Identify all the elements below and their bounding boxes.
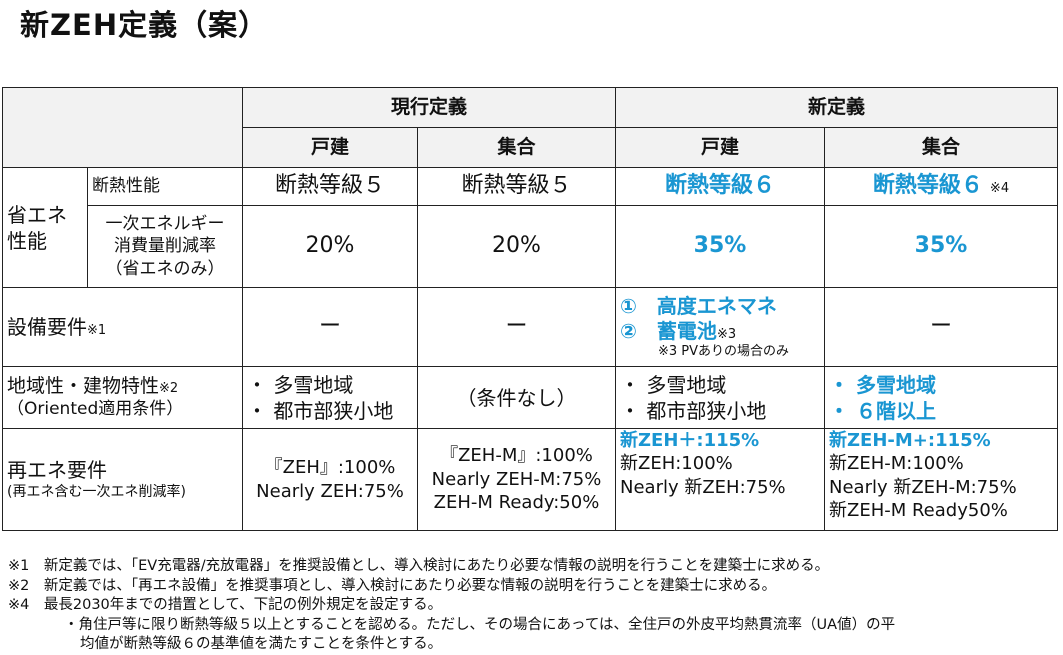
primary-label: 一次エネルギー 消費量削減率 （省エネのみ）	[87, 205, 243, 288]
renewable-label: 再エネ要件 (再エネ含む一次エネ削減率)	[2, 428, 243, 531]
t: 新ZEH-M:100%	[829, 453, 964, 475]
t: Nearly ZEH:75%	[256, 480, 404, 502]
cell: 新ZEH-M+:115% 新ZEH-M:100% Nearly 新ZEH-M:75%…	[824, 428, 1058, 531]
cell: （条件なし）	[417, 366, 616, 429]
cell: 20%	[242, 205, 418, 288]
t: 設備要件	[7, 315, 87, 339]
t: 『ZEH』:100%	[264, 457, 396, 479]
t: ・ 多雪地域	[620, 372, 727, 397]
energy-group-label: 省エネ性能	[2, 167, 88, 288]
cell: 断熱等級５	[417, 167, 616, 206]
cell: 断熱等級６ ※4	[824, 167, 1058, 206]
t: 新ZEH-M Ready50%	[829, 500, 1008, 522]
header-new-detached: 戸建	[615, 127, 825, 168]
t: （Oriented適用条件）	[7, 398, 184, 419]
corner-cell	[2, 87, 243, 168]
cell: 35%	[824, 205, 1058, 288]
t: 新ZEH:100%	[620, 453, 733, 475]
cell: 断熱等級５	[242, 167, 418, 206]
footnote: ※1 新定義では、「EV充電器/充放電器」を推奨設備とし、導入検討にあたり必要な…	[8, 558, 830, 574]
header-current-detached: 戸建	[242, 127, 418, 168]
t: ② 蓄電池	[620, 318, 717, 343]
t: ZEH-M Ready:50%	[433, 492, 600, 514]
t: Nearly ZEH-M:75%	[431, 468, 602, 490]
note: ※2	[159, 381, 179, 396]
header-current-collective: 集合	[417, 127, 616, 168]
t: ※3 PVありの場合のみ	[658, 343, 790, 359]
t: 新ZEH-M+:115%	[829, 430, 991, 451]
t: Nearly 新ZEH:75%	[620, 476, 786, 498]
t: ・ 多雪地域	[829, 372, 936, 397]
cell: 35%	[615, 205, 825, 288]
cell: ・ 多雪地域・ ６階以上	[824, 366, 1058, 429]
t: ・ 多雪地域	[247, 372, 354, 397]
header-new-collective: 集合	[824, 127, 1058, 168]
cell: ー	[417, 287, 616, 367]
t: (再エネ含む一次エネ削減率)	[7, 484, 186, 501]
cell: ー	[824, 287, 1058, 367]
t: ・ 都市部狭小地	[247, 398, 394, 423]
t: 一次エネルギー	[105, 214, 225, 235]
header-new: 新定義	[615, 87, 1058, 128]
cell: ー	[242, 287, 418, 367]
cell: ① 高度エネマネ ② 蓄電池※3 ※3 PVありの場合のみ	[615, 287, 825, 367]
t: Nearly 新ZEH-M:75%	[829, 476, 1017, 498]
footnotes: ※1 新定義では、「EV充電器/充放電器」を推奨設備とし、導入検討にあたり必要な…	[8, 557, 895, 655]
footnote: ※2 新定義では、「再エネ設備」を推奨事項とし、導入検討にあたり必要な情報の説明…	[8, 577, 777, 594]
cell: 新ZEH＋:115% 新ZEH:100% Nearly 新ZEH:75%	[615, 428, 825, 531]
note: ※4	[989, 181, 1010, 197]
cell: ・ 多雪地域・ 都市部狭小地	[242, 366, 418, 429]
cell: ・ 多雪地域・ 都市部狭小地	[615, 366, 825, 429]
t: ① 高度エネマネ	[620, 293, 777, 318]
cell: 『ZEH-M』:100% Nearly ZEH-M:75% ZEH-M Ready:…	[417, 428, 616, 531]
equipment-label: 設備要件※1	[2, 287, 243, 367]
t: ・ ６階以上	[829, 398, 936, 423]
t: 新ZEH＋:115%	[620, 430, 760, 451]
page-title: 新ZEH定義（案）	[20, 8, 269, 42]
cell: 断熱等級６	[615, 167, 825, 206]
cell: 『ZEH』:100% Nearly ZEH:75%	[242, 428, 418, 531]
header-current: 現行定義	[242, 87, 616, 128]
cell: 20%	[417, 205, 616, 288]
region-label: 地域性・建物特性※2 （Oriented適用条件）	[2, 366, 243, 429]
footnote: ・角住戸等に限り断熱等級５以上とすることを認める。ただし、その場合にあっては、全…	[64, 616, 896, 633]
value: 断熱等級６	[872, 173, 983, 199]
t: 消費量削減率	[114, 236, 216, 257]
insulation-label: 断熱性能	[87, 167, 243, 206]
zeh-definition-table: 現行定義 新定義 戸建 集合 戸建 集合 省エネ性能 断熱性能 断熱等級５ 断熱…	[2, 87, 1058, 531]
t: 地域性・建物特性	[7, 375, 160, 397]
t: 『ZEH-M』:100%	[440, 445, 593, 467]
t: ・ 都市部狭小地	[620, 398, 767, 423]
footnote: 均値が断熱等級６の基準値を満たすことを条件とする。	[80, 636, 443, 652]
note: ※3	[716, 326, 737, 342]
t: （省エネのみ）	[105, 258, 225, 279]
t: 再エネ要件	[7, 458, 107, 483]
footnote: ※4 最長2030年までの措置として、下記の例外規定を設定する。	[8, 597, 443, 613]
note: ※1	[87, 323, 107, 338]
